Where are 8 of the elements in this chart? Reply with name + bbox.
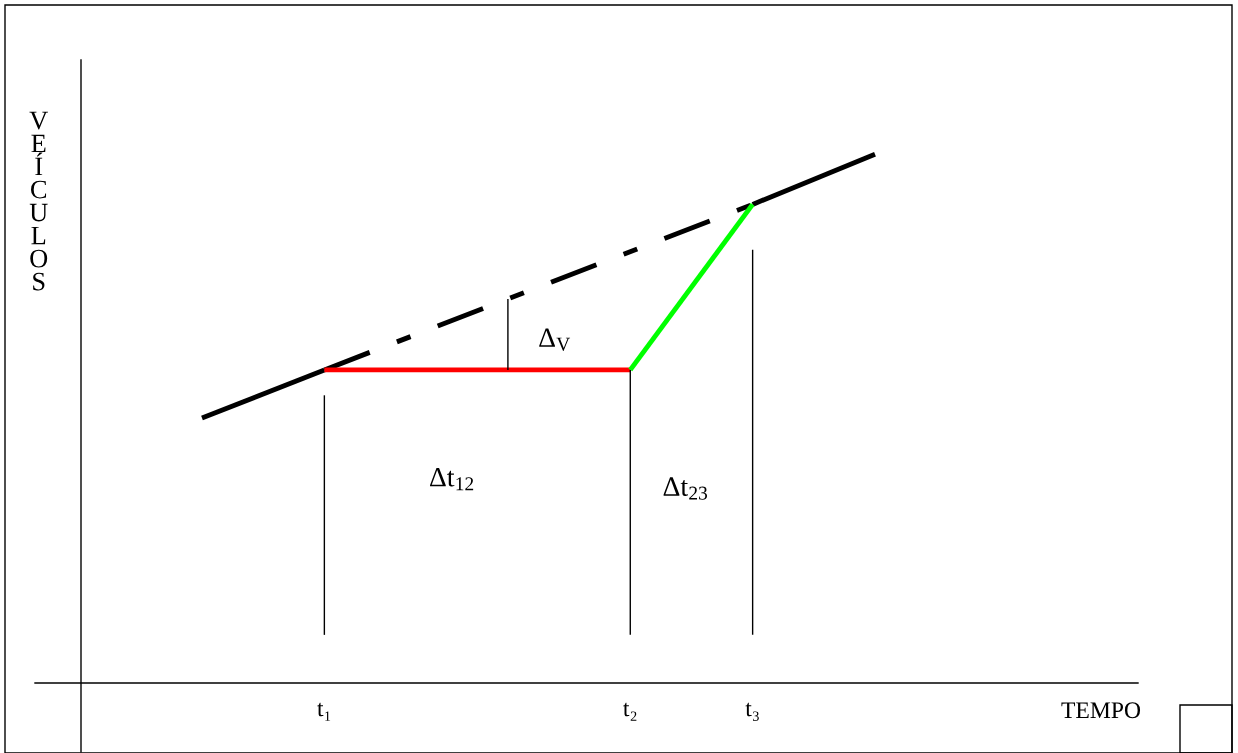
annotation: Δ$_{V}$ (539, 328, 571, 351)
annotation: Δt$_{12}$ (430, 467, 474, 491)
text: TEMPO (1061, 702, 1141, 719)
annotation: Δt$_{23}$ (663, 477, 708, 500)
x-tick-label: t₃ (745, 702, 759, 721)
x-tick-label: t₁ (317, 702, 331, 721)
text: VEÍCULOS (29, 111, 48, 291)
x-tick-label: t₂ (623, 702, 637, 721)
